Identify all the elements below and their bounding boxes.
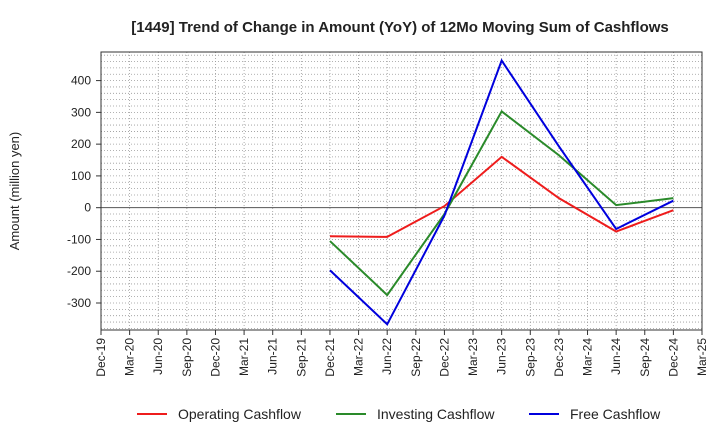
x-tick-label: Jun-20 [151, 338, 165, 375]
x-tick-label: Dec-23 [552, 338, 566, 377]
series-line-investing-cashflow [329, 109, 674, 297]
series-line-free-cashflow [329, 58, 674, 326]
chart-title: [1449] Trend of Change in Amount (YoY) o… [131, 19, 669, 36]
grid [101, 52, 702, 330]
y-tick-label: 300 [71, 105, 91, 119]
x-tick-label: Dec-22 [437, 338, 451, 377]
y-tick-label: 400 [71, 74, 91, 88]
x-tick-label: Dec-19 [94, 338, 108, 377]
x-tick-label: Jun-24 [609, 338, 623, 375]
y-tick-label: 0 [84, 201, 91, 215]
x-tick-label: Mar-23 [466, 338, 480, 376]
x-ticks: Dec-19 Mar-20 Jun-20 Sep-20 Dec-20 Mar-21 Jun-… [94, 330, 709, 377]
x-tick-label: Dec-24 [666, 338, 680, 377]
y-ticks: -300 -200 -100 0 100 200 300 400 [67, 74, 101, 310]
series-line-operating-cashflow [329, 155, 674, 238]
x-tick-label: Dec-20 [208, 338, 222, 377]
y-tick-label: -100 [67, 232, 91, 246]
x-tick-label: Sep-22 [409, 338, 423, 377]
x-tick-label: Sep-23 [523, 338, 537, 377]
y-tick-label: 100 [71, 169, 91, 183]
plot-frame [100, 51, 703, 331]
series-lines [329, 58, 674, 326]
x-tick-label: Sep-21 [294, 338, 308, 377]
x-tick-label: Sep-24 [638, 338, 652, 377]
legend: Operating Cashflow Investing Cashflow Free… [137, 406, 661, 422]
x-tick-label: Jun-23 [495, 338, 509, 375]
x-tick-label: Mar-25 [695, 338, 709, 376]
x-tick-label: Jun-21 [266, 338, 280, 375]
x-tick-label: Mar-21 [237, 338, 251, 376]
x-tick-label: Mar-20 [123, 338, 137, 376]
legend-label-free-cashflow: Free Cashflow [570, 406, 661, 422]
legend-label-operating-cashflow: Operating Cashflow [178, 406, 302, 422]
legend-label-investing-cashflow: Investing Cashflow [377, 406, 495, 422]
x-tick-label: Sep-20 [180, 338, 194, 377]
y-tick-label: -200 [67, 264, 91, 278]
y-axis-label: Amount (million yen) [7, 132, 22, 251]
plot-border [100, 51, 703, 331]
x-tick-label: Dec-21 [323, 338, 337, 377]
x-tick-label: Jun-22 [380, 338, 394, 375]
x-tick-label: Mar-24 [581, 338, 595, 376]
y-tick-label: -300 [67, 296, 91, 310]
x-tick-label: Mar-22 [352, 338, 366, 376]
y-tick-label: 200 [71, 137, 91, 151]
